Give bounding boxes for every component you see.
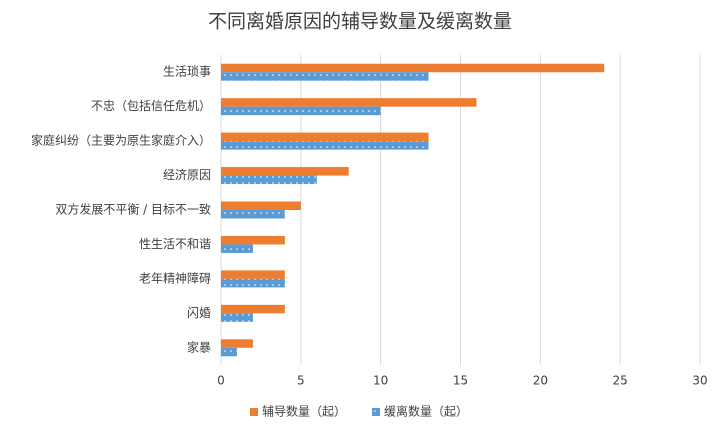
y-tick-label: 闪婚 [187,306,211,320]
bar [221,313,253,322]
bar [221,278,285,288]
y-tick-label: 老年精神障碍 [139,270,211,285]
bar [221,235,285,245]
x-tick-label: 0 [217,374,225,388]
y-tick-label: 生活琐事 [163,64,211,79]
legend-label: 辅导数量（起） [262,404,346,419]
y-tick-label: 性生活不和谐 [139,237,211,251]
bar [221,72,429,81]
x-tick-label: 30 [692,374,707,388]
y-tick-label: 不忠（包括信任危机） [91,98,211,113]
bar [221,210,285,219]
bar [221,201,301,210]
bar [221,304,285,314]
y-tick-label: 家庭纠纷（主要为原生家庭介入） [31,133,211,148]
legend-label: 缓离数量（起） [384,404,468,419]
bar [221,244,253,253]
bar [221,98,477,107]
chart-title: 不同离婚原因的辅导数量及缓离数量 [208,11,512,33]
x-tick-label: 5 [297,374,305,388]
x-tick-label: 20 [533,374,548,388]
x-tick-label: 10 [373,374,388,388]
y-tick-label: 经济原因 [163,167,211,182]
bar [221,132,429,142]
legend-swatch [250,408,258,416]
x-tick-label: 25 [613,374,628,388]
bar [221,270,285,279]
bar [221,141,429,150]
bar [221,175,317,185]
bar [221,347,237,357]
legend-texture [372,408,380,416]
bar [221,106,381,116]
bar [221,339,253,348]
y-tick-label: 家暴 [187,339,211,354]
bar [221,167,349,176]
x-tick-label: 15 [453,374,468,388]
bar [221,63,605,73]
y-tick-label: 双方发展不平衡 / 目标不一致 [55,202,211,217]
